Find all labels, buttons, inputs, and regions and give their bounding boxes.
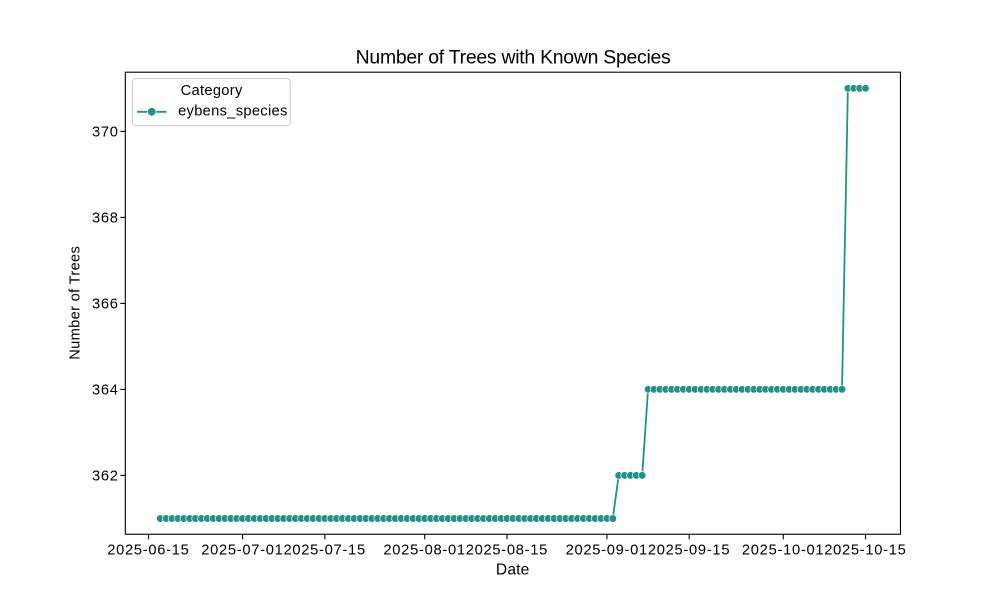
svg-text:eybens_species: eybens_species bbox=[178, 104, 288, 120]
svg-text:2025-10-01: 2025-10-01 bbox=[742, 543, 824, 559]
svg-text:364: 364 bbox=[92, 382, 119, 398]
svg-text:Number of Trees: Number of Trees bbox=[68, 246, 84, 360]
svg-text:2025-07-15: 2025-07-15 bbox=[284, 543, 366, 559]
svg-text:Number of Trees with Known Spe: Number of Trees with Known Species bbox=[356, 47, 671, 69]
svg-text:2025-08-15: 2025-08-15 bbox=[466, 543, 548, 559]
svg-text:362: 362 bbox=[92, 468, 119, 484]
svg-text:Category: Category bbox=[181, 83, 243, 99]
svg-text:366: 366 bbox=[92, 296, 119, 312]
svg-text:2025-09-15: 2025-09-15 bbox=[648, 543, 730, 559]
svg-text:370: 370 bbox=[92, 124, 119, 140]
svg-text:2025-06-15: 2025-06-15 bbox=[107, 543, 189, 559]
svg-text:Date: Date bbox=[496, 562, 530, 579]
svg-text:2025-07-01: 2025-07-01 bbox=[201, 543, 283, 559]
svg-text:2025-08-01: 2025-08-01 bbox=[383, 543, 465, 559]
svg-text:2025-10-15: 2025-10-15 bbox=[824, 543, 906, 559]
svg-text:368: 368 bbox=[92, 210, 119, 226]
svg-text:2025-09-01: 2025-09-01 bbox=[566, 543, 648, 559]
